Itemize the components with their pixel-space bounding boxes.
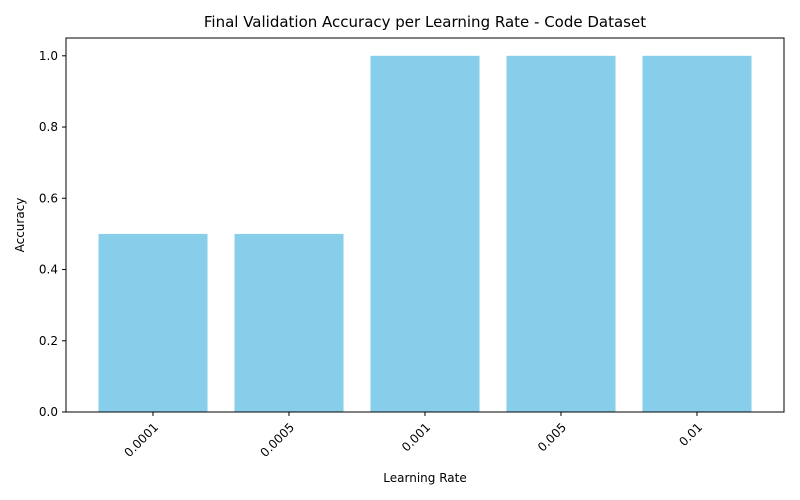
y-tick-label: 0.0 (39, 405, 58, 419)
y-tick-label: 1.0 (39, 49, 58, 63)
x-tick-label: 0.0005 (258, 420, 298, 460)
x-tick-label: 0.005 (535, 420, 569, 454)
y-tick-label: 0.2 (39, 334, 58, 348)
bar-0.01 (642, 55, 752, 413)
y-axis-label: Accuracy (13, 198, 27, 253)
bar-0.001 (370, 55, 480, 413)
bar-0.0001 (98, 233, 208, 412)
x-tick-label: 0.0001 (122, 420, 162, 460)
y-axis: 0.0 0.2 0.4 0.6 0.8 1.0 (39, 49, 66, 419)
y-tick-label: 0.6 (39, 191, 58, 205)
chart-title: Final Validation Accuracy per Learning R… (204, 13, 646, 31)
plot-frame (65, 37, 785, 413)
bar-0.0005 (234, 233, 344, 412)
y-tick-label: 0.4 (39, 263, 58, 277)
bar-0.005 (506, 55, 616, 413)
x-axis-label: Learning Rate (383, 471, 466, 485)
x-tick-label: 0.01 (676, 420, 705, 449)
y-tick-label: 0.8 (39, 120, 58, 134)
bars-group (98, 55, 752, 413)
x-axis: 0.0001 0.0005 0.001 0.005 0.01 (122, 412, 705, 460)
x-tick-label: 0.001 (399, 420, 433, 454)
